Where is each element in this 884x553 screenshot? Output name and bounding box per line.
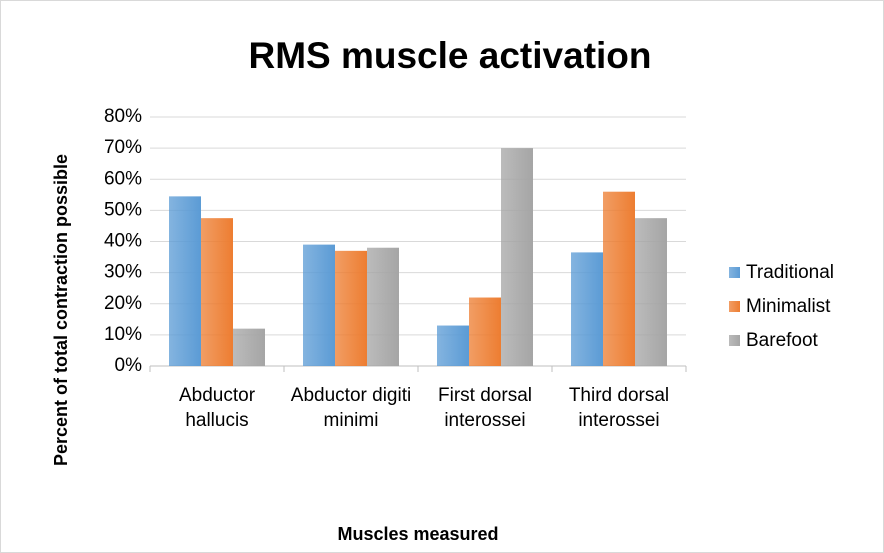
legend-swatch bbox=[729, 301, 740, 312]
y-tick-label: 70% bbox=[104, 137, 142, 158]
bar bbox=[571, 252, 603, 366]
y-tick-label: 80% bbox=[104, 106, 142, 127]
y-tick-label: 50% bbox=[104, 199, 142, 220]
legend-label: Barefoot bbox=[746, 330, 819, 351]
legend-label: Minimalist bbox=[746, 296, 831, 317]
bar bbox=[501, 148, 533, 366]
y-tick-label: 30% bbox=[104, 262, 142, 283]
bar bbox=[303, 244, 335, 366]
x-tick-label: Abductor hallucis bbox=[178, 385, 256, 431]
y-tick-label: 20% bbox=[104, 293, 142, 314]
legend-swatch bbox=[729, 335, 740, 346]
bar bbox=[201, 218, 233, 366]
y-axis-title: Percent of total contraction possible bbox=[51, 154, 71, 466]
bar bbox=[367, 247, 399, 366]
bar bbox=[635, 218, 667, 366]
y-tick-label: 10% bbox=[104, 324, 142, 345]
x-tick-label: First dorsal interossei bbox=[438, 385, 532, 431]
bar bbox=[233, 328, 265, 366]
bar bbox=[335, 250, 367, 366]
bar bbox=[169, 196, 201, 366]
bar bbox=[437, 325, 469, 366]
x-tick-label: Abductor digiti minimi bbox=[290, 385, 412, 431]
x-tick-label: Third dorsal interossei bbox=[568, 385, 670, 431]
bar bbox=[603, 191, 635, 366]
x-axis-title: Muscles measured bbox=[337, 524, 498, 544]
y-tick-label: 60% bbox=[104, 168, 142, 189]
legend-swatch bbox=[729, 267, 740, 278]
y-tick-label: 0% bbox=[115, 355, 143, 376]
y-tick-label: 40% bbox=[104, 231, 142, 252]
bar bbox=[469, 297, 501, 366]
legend-label: Traditional bbox=[746, 262, 834, 283]
chart-title: RMS muscle activation bbox=[248, 35, 651, 76]
